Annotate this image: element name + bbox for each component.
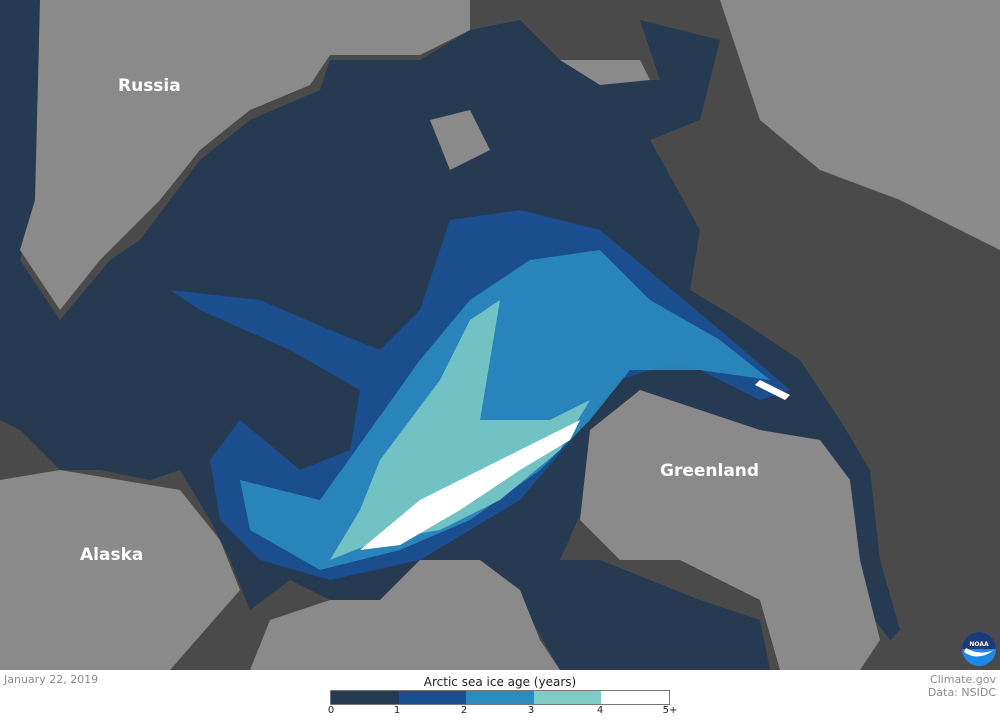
label-greenland: Greenland	[660, 461, 760, 481]
legend-tick: 2	[460, 705, 468, 716]
legend-tick: 0	[327, 705, 335, 716]
credit-label: Climate.gov	[929, 673, 996, 686]
land-russia	[20, 0, 470, 310]
legend-color-bar	[330, 690, 670, 705]
land-greenland	[580, 390, 880, 670]
legend-swatch-0-1	[331, 691, 399, 704]
legend-tick: 3	[527, 705, 535, 716]
ice-4-5plus	[360, 380, 790, 550]
land-canada	[250, 560, 560, 670]
sea-ice-age-map: NOAA	[0, 0, 1000, 670]
legend-tick: 5+	[662, 705, 678, 716]
legend-swatch-4-5	[601, 691, 669, 704]
legend-swatch-2-3	[466, 691, 534, 704]
svg-text:NOAA: NOAA	[969, 641, 989, 648]
date-label: January 22, 2019	[4, 673, 99, 686]
legend-tick: 1	[393, 705, 401, 716]
land-alaska	[0, 470, 240, 670]
legend-swatch-1-2	[398, 691, 467, 704]
label-alaska: Alaska	[80, 545, 144, 565]
source-label: Data: NSIDC	[927, 686, 996, 699]
land-europe	[720, 0, 1000, 250]
legend-title: Arctic sea ice age (years)	[423, 675, 577, 689]
noaa-logo: NOAA	[962, 632, 996, 666]
label-russia: Russia	[118, 76, 181, 96]
legend-swatch-3-4	[533, 691, 602, 704]
land-siberian-islands	[430, 60, 650, 170]
legend-tick: 4	[596, 705, 604, 716]
ice-3-4	[330, 300, 590, 560]
